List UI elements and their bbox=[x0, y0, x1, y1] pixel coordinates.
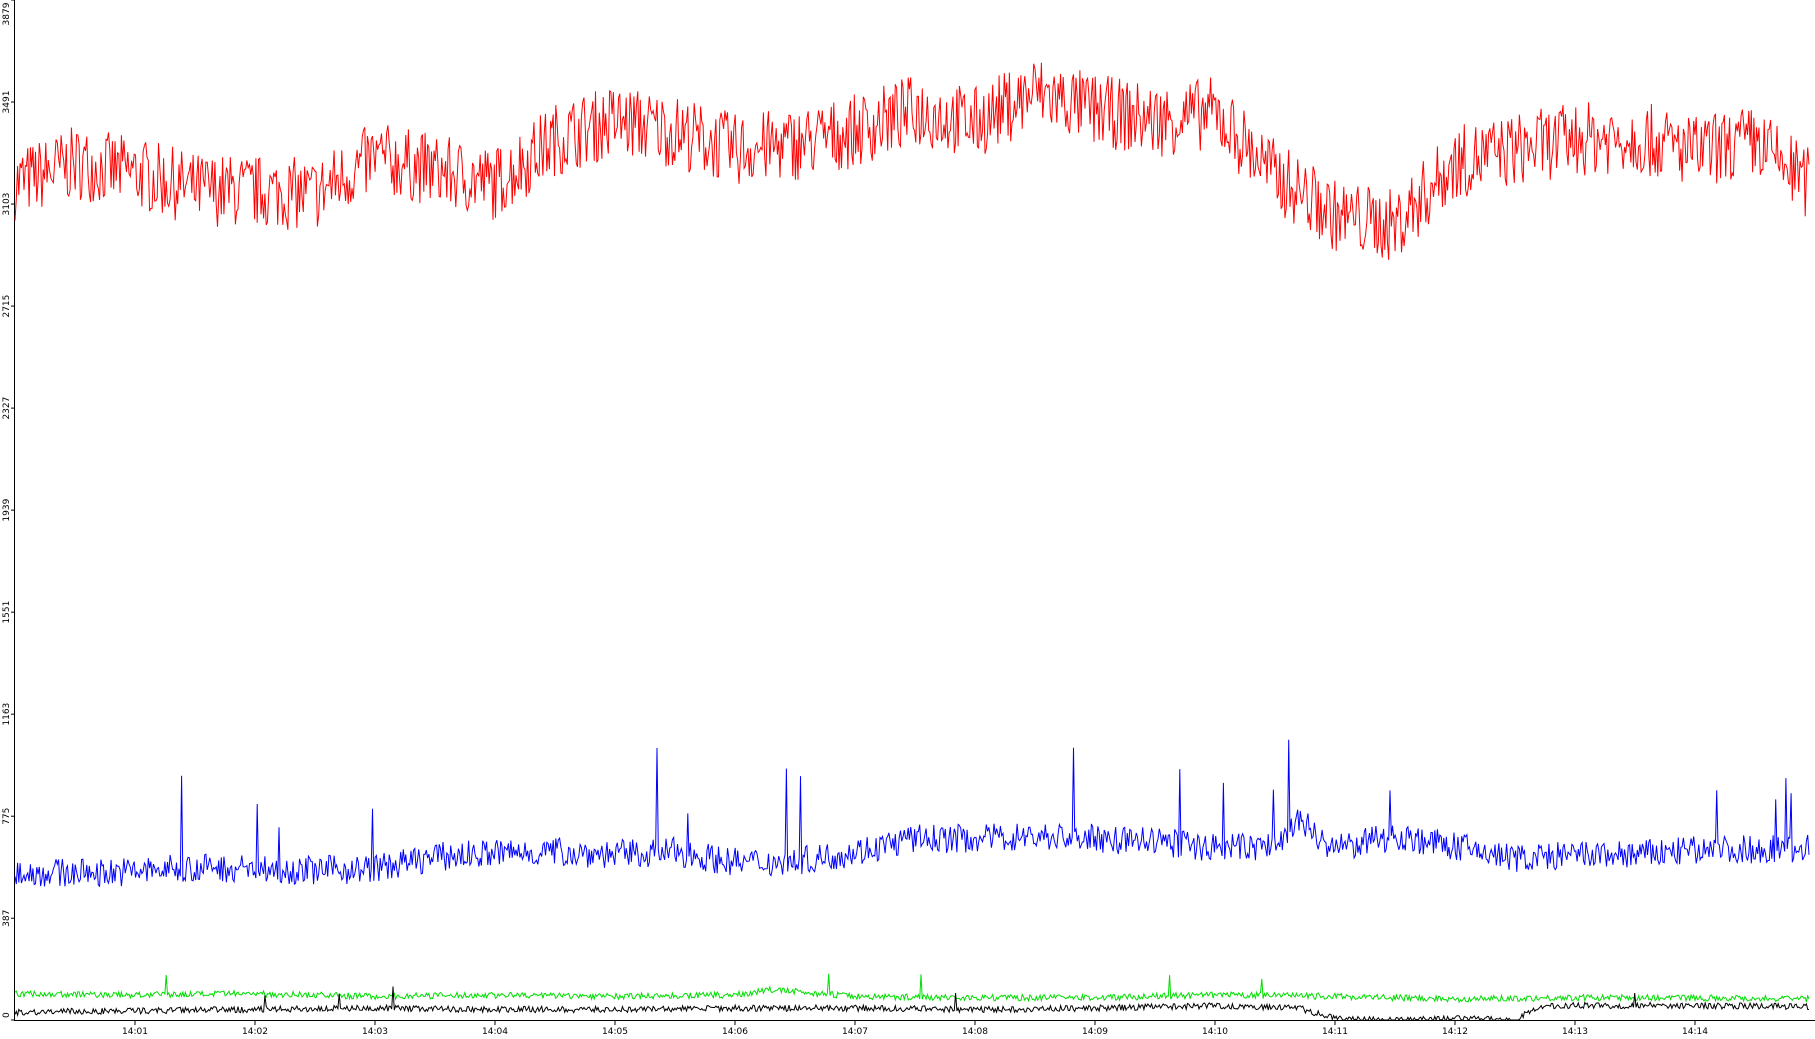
x-tick-label: 14:05 bbox=[602, 1027, 628, 1037]
x-tick-label: 14:04 bbox=[482, 1027, 508, 1037]
y-axis: 0 387 775 1163 1551 1939 2327 2715 3103 3491 3879 bbox=[2, 0, 15, 1021]
x-tick-label: 14:11 bbox=[1322, 1027, 1348, 1037]
series-line-2 bbox=[14, 739, 1810, 888]
series-line-4 bbox=[14, 986, 1810, 1022]
y-tick-label: 0 bbox=[2, 1012, 12, 1018]
y-tick-label: 1163 bbox=[2, 703, 12, 726]
y-tick-label: 3491 bbox=[2, 91, 12, 114]
x-tick-label: 14:07 bbox=[842, 1027, 868, 1037]
x-tick-label: 14:08 bbox=[962, 1027, 988, 1037]
x-tick-label: 14:12 bbox=[1442, 1027, 1468, 1037]
x-tick-label: 14:03 bbox=[362, 1027, 388, 1037]
y-tick-label: 2327 bbox=[2, 397, 12, 420]
series-line-3 bbox=[14, 973, 1810, 1004]
x-tick-label: 14:02 bbox=[242, 1027, 268, 1037]
x-tick-labels: 14:01 14:02 14:03 14:04 14:05 14:06 14:07 14:08… bbox=[122, 1020, 1708, 1037]
y-tick-labels: 0 387 775 1163 1551 1939 2327 2715 3103 3491 3879 bbox=[2, 0, 15, 1021]
x-tick-label: 14:01 bbox=[122, 1027, 148, 1037]
y-tick-label: 2715 bbox=[2, 295, 12, 318]
y-tick-label: 3879 bbox=[2, 2, 12, 25]
x-axis: 14:01 14:02 14:03 14:04 14:05 14:06 14:07 14:08… bbox=[14, 1020, 1815, 1037]
x-tick-label: 14:09 bbox=[1082, 1027, 1108, 1037]
x-tick-label: 14:06 bbox=[722, 1027, 748, 1037]
x-tick-label: 14:10 bbox=[1202, 1027, 1228, 1037]
series-layer bbox=[14, 62, 1810, 1022]
y-tick-label: 3103 bbox=[2, 193, 12, 216]
series-line-1 bbox=[14, 62, 1810, 260]
x-tick-label: 14:13 bbox=[1562, 1027, 1588, 1037]
y-tick-label: 775 bbox=[2, 808, 12, 825]
y-tick-label: 1939 bbox=[2, 498, 12, 521]
y-tick-label: 1551 bbox=[2, 601, 12, 624]
y-tick-label: 387 bbox=[2, 910, 12, 927]
x-tick-label: 14:14 bbox=[1682, 1027, 1708, 1037]
